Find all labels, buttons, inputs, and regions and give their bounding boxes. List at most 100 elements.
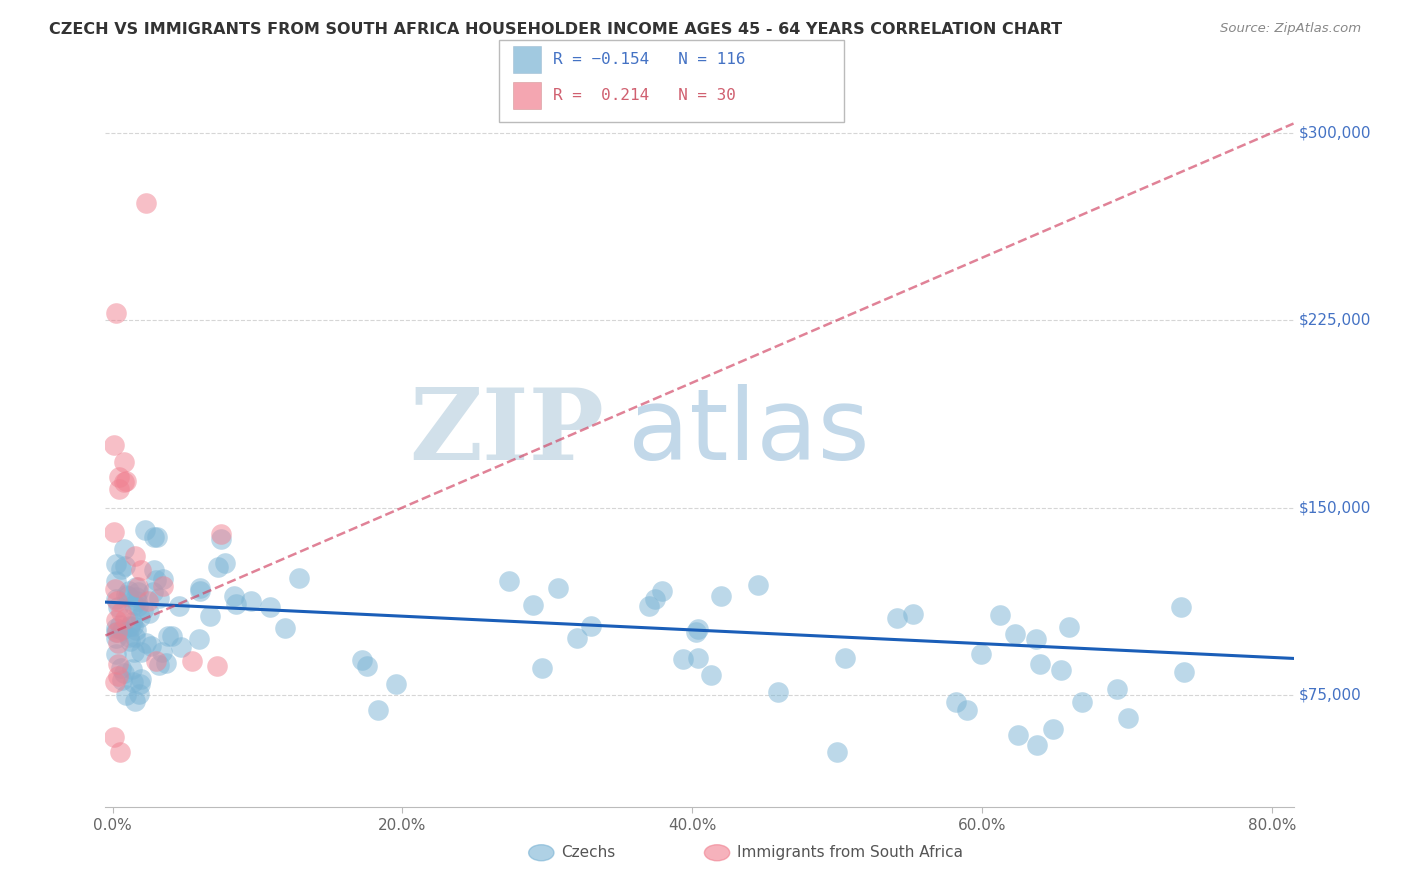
Point (104, 582, 127, 597)
Point (142, 585, 165, 599)
Point (152, 579, 174, 593)
Point (104, 574, 127, 589)
Point (132, 603, 155, 617)
Point (188, 581, 211, 595)
Point (114, 558, 136, 573)
Point (747, 578, 769, 592)
Point (385, 677, 408, 691)
Point (710, 589, 733, 603)
Point (124, 598, 146, 612)
Point (118, 583, 141, 598)
Point (222, 589, 245, 603)
Point (530, 661, 553, 675)
Point (579, 619, 602, 633)
Point (1050, 663, 1073, 677)
Text: $225,000: $225,000 (1299, 313, 1371, 327)
Point (128, 610, 150, 624)
Point (565, 632, 588, 646)
Point (209, 526, 232, 541)
Text: R =  0.214   N = 30: R = 0.214 N = 30 (553, 88, 735, 103)
Point (111, 624, 134, 638)
Point (117, 590, 139, 604)
Text: ZIP: ZIP (409, 384, 605, 481)
Point (118, 630, 141, 644)
Point (107, 636, 129, 650)
Point (187, 632, 209, 647)
Point (110, 605, 132, 619)
Text: Immigrants from South Africa: Immigrants from South Africa (737, 846, 963, 860)
Point (145, 654, 167, 668)
Point (766, 685, 789, 699)
Point (127, 584, 149, 599)
Point (170, 640, 193, 654)
Point (288, 571, 311, 585)
Text: R = −0.154   N = 116: R = −0.154 N = 116 (553, 53, 745, 67)
Point (956, 703, 979, 717)
Point (125, 623, 148, 637)
Point (141, 639, 163, 653)
Point (207, 560, 229, 574)
Point (685, 625, 707, 640)
Point (108, 469, 131, 483)
Point (901, 607, 924, 621)
Point (124, 549, 146, 563)
Point (110, 562, 132, 576)
Point (105, 557, 128, 571)
Text: Source: ZipAtlas.com: Source: ZipAtlas.com (1220, 22, 1361, 36)
Point (127, 593, 149, 607)
Point (651, 583, 673, 598)
Point (644, 592, 666, 607)
Point (155, 656, 177, 670)
Point (131, 563, 153, 577)
Point (150, 644, 173, 658)
Point (104, 592, 127, 607)
Point (688, 650, 710, 665)
Text: $75,000: $75,000 (1299, 688, 1362, 702)
Point (886, 610, 908, 624)
Point (1025, 738, 1047, 752)
Point (259, 599, 281, 614)
Point (1071, 695, 1094, 709)
Point (118, 634, 141, 648)
Point (114, 474, 136, 488)
Point (104, 631, 127, 645)
Point (209, 532, 232, 546)
Point (136, 593, 159, 607)
Point (110, 661, 132, 675)
Point (1007, 728, 1029, 742)
Point (522, 599, 544, 613)
Point (134, 523, 156, 537)
Point (104, 624, 127, 639)
Text: $300,000: $300,000 (1299, 126, 1372, 140)
Point (1042, 722, 1064, 736)
Point (135, 195, 157, 210)
Point (970, 647, 993, 661)
Point (1173, 665, 1195, 679)
Point (104, 613, 127, 627)
Point (688, 622, 710, 636)
Text: Czechs: Czechs (561, 846, 616, 860)
Point (825, 745, 848, 759)
Point (112, 666, 135, 681)
Point (188, 583, 211, 598)
Point (138, 607, 160, 621)
Text: $150,000: $150,000 (1299, 500, 1371, 515)
Point (148, 657, 170, 672)
Point (181, 654, 204, 668)
Point (121, 619, 143, 633)
Point (367, 703, 389, 717)
Point (145, 573, 167, 587)
Point (120, 619, 142, 633)
Point (129, 672, 152, 686)
Point (498, 574, 520, 588)
Point (356, 658, 378, 673)
Point (128, 687, 150, 701)
Point (125, 580, 148, 594)
Point (142, 530, 165, 544)
Point (108, 618, 131, 632)
Point (121, 615, 143, 629)
Point (107, 599, 129, 614)
Point (1004, 627, 1026, 641)
Point (104, 675, 127, 690)
Point (104, 648, 127, 662)
